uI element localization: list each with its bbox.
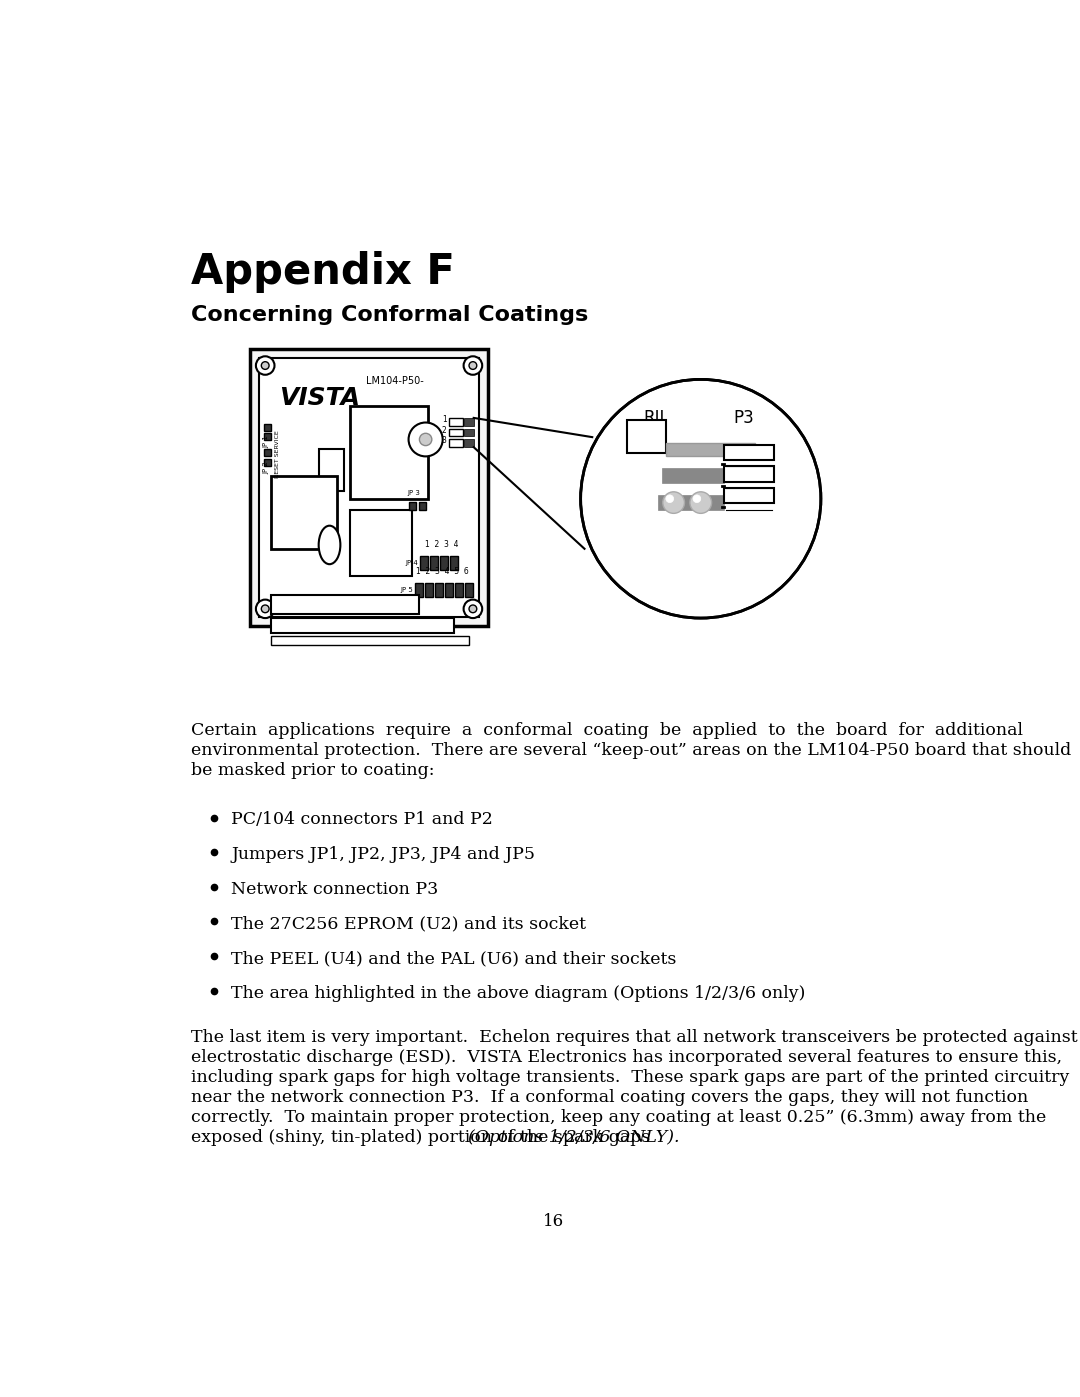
Bar xyxy=(350,510,413,576)
Circle shape xyxy=(463,599,482,617)
Text: JP 4: JP 4 xyxy=(406,560,419,566)
Bar xyxy=(419,502,427,510)
Circle shape xyxy=(666,495,674,503)
Circle shape xyxy=(690,492,712,513)
Bar xyxy=(271,636,469,645)
Text: The 27C256 EPROM (U2) and its socket: The 27C256 EPROM (U2) and its socket xyxy=(231,915,586,932)
Bar xyxy=(724,467,774,482)
Text: Concerning Conformal Coatings: Concerning Conformal Coatings xyxy=(191,305,588,324)
Circle shape xyxy=(463,356,482,374)
Bar xyxy=(424,583,433,597)
Text: including spark gaps for high voltage transients.  These spark gaps are part of : including spark gaps for high voltage tr… xyxy=(191,1069,1069,1085)
Text: LM104-P50-: LM104-P50- xyxy=(366,376,423,387)
Text: Jumpers JP1, JP2, JP3, JP4 and JP5: Jumpers JP1, JP2, JP3, JP4 and JP5 xyxy=(231,847,535,863)
Bar xyxy=(449,418,463,426)
Text: electrostatic discharge (ESD).  VISTA Electronics has incorporated several featu: electrostatic discharge (ESD). VISTA Ele… xyxy=(191,1049,1062,1066)
Ellipse shape xyxy=(319,525,340,564)
Text: Appendix F: Appendix F xyxy=(191,251,455,293)
Circle shape xyxy=(408,422,443,457)
Circle shape xyxy=(581,380,821,617)
Bar xyxy=(455,583,463,597)
Bar xyxy=(350,407,428,499)
Bar xyxy=(415,583,422,597)
Text: be masked prior to coating:: be masked prior to coating: xyxy=(191,763,434,780)
Text: JP 5: JP 5 xyxy=(401,587,414,594)
Bar xyxy=(430,556,438,570)
Bar xyxy=(408,502,416,510)
Text: 3: 3 xyxy=(442,436,447,446)
Text: near the network connection P3.  If a conformal coating covers the gaps, they wi: near the network connection P3. If a con… xyxy=(191,1088,1028,1105)
Text: 1  2  3  4  5  6: 1 2 3 4 5 6 xyxy=(416,567,469,576)
Text: (Options 1/2/3/6 ONLY).: (Options 1/2/3/6 ONLY). xyxy=(468,1129,679,1146)
Text: The area highlighted in the above diagram (Options 1/2/3/6 only): The area highlighted in the above diagra… xyxy=(231,985,806,1002)
Bar xyxy=(724,488,774,503)
Bar xyxy=(420,556,428,570)
Bar xyxy=(264,450,271,457)
Bar xyxy=(264,433,271,440)
Circle shape xyxy=(469,605,476,613)
Bar xyxy=(271,595,419,615)
Bar xyxy=(264,425,271,432)
Text: RESET SERVICE: RESET SERVICE xyxy=(275,430,280,478)
Bar xyxy=(662,468,724,483)
Text: 1  2  3  4: 1 2 3 4 xyxy=(426,539,459,549)
Text: 1: 1 xyxy=(442,415,447,423)
Text: correctly.  To maintain proper protection, keep any coating at least 0.25” (6.3m: correctly. To maintain proper protection… xyxy=(191,1109,1047,1126)
Text: VISTA: VISTA xyxy=(279,386,360,409)
Bar xyxy=(724,444,774,460)
Bar xyxy=(249,349,488,626)
Circle shape xyxy=(663,492,685,513)
Bar xyxy=(627,420,666,453)
Bar xyxy=(435,583,443,597)
Bar xyxy=(465,583,473,597)
Text: Certain  applications  require  a  conformal  coating  be  applied  to  the  boa: Certain applications require a conformal… xyxy=(191,722,1023,739)
Text: The PEEL (U4) and the PAL (U6) and their sockets: The PEEL (U4) and the PAL (U6) and their… xyxy=(231,950,676,967)
Bar xyxy=(445,583,453,597)
Bar xyxy=(271,475,337,549)
Circle shape xyxy=(256,356,274,374)
Circle shape xyxy=(261,362,269,369)
Circle shape xyxy=(256,599,274,617)
Bar xyxy=(449,429,463,436)
Text: exposed (shiny, tin-plated) portion of the spark gaps: exposed (shiny, tin-plated) portion of t… xyxy=(191,1129,656,1146)
Circle shape xyxy=(419,433,432,446)
Text: RII: RII xyxy=(644,409,665,426)
Circle shape xyxy=(469,362,476,369)
Circle shape xyxy=(261,605,269,613)
Text: 16: 16 xyxy=(543,1214,564,1231)
Bar xyxy=(658,495,724,510)
Text: JP 3: JP 3 xyxy=(407,490,420,496)
Circle shape xyxy=(693,495,701,503)
Text: JP 1: JP 1 xyxy=(264,436,270,448)
Text: environmental protection.  There are several “keep-out” areas on the LM104-P50 b: environmental protection. There are seve… xyxy=(191,742,1071,759)
Bar xyxy=(264,458,271,465)
Text: PC/104 connectors P1 and P2: PC/104 connectors P1 and P2 xyxy=(231,812,492,828)
Bar xyxy=(449,440,463,447)
Bar xyxy=(441,556,448,570)
Text: 2: 2 xyxy=(442,426,447,434)
Bar xyxy=(320,448,345,490)
Bar xyxy=(259,358,480,616)
Text: Network connection P3: Network connection P3 xyxy=(231,880,438,898)
Text: JP 2: JP 2 xyxy=(264,461,270,475)
Bar xyxy=(450,556,458,570)
Text: P3: P3 xyxy=(733,409,754,426)
Bar xyxy=(464,429,474,436)
Text: The last item is very important.  Echelon requires that all network transceivers: The last item is very important. Echelon… xyxy=(191,1028,1078,1045)
Bar xyxy=(271,617,454,633)
Bar xyxy=(464,418,474,426)
Bar xyxy=(666,443,755,457)
Bar xyxy=(464,440,474,447)
